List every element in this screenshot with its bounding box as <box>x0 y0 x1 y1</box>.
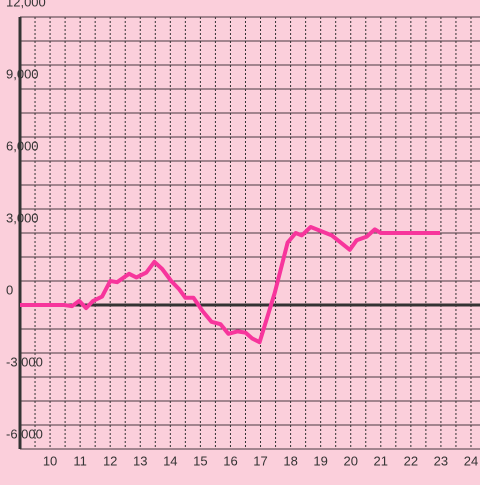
y-tick-label: -3,000 <box>6 354 43 369</box>
x-tick-label: 18 <box>283 453 297 468</box>
y-tick-label: 12,000 <box>6 0 46 9</box>
x-tick-label: 24 <box>464 453 478 468</box>
x-tick-label: 22 <box>404 453 418 468</box>
x-tick-label: 10 <box>43 453 57 468</box>
line <box>20 225 440 345</box>
x-tick-label: 11 <box>73 453 87 468</box>
y-tick-label: -6,000 <box>6 426 43 441</box>
y-tick-label: 3,000 <box>6 210 39 225</box>
x-tick-label: 13 <box>133 453 147 468</box>
x-tick-label: 23 <box>434 453 448 468</box>
x-tick-label: 19 <box>313 453 327 468</box>
x-tick-label: 14 <box>163 453 177 468</box>
x-tick-label: 12 <box>103 453 117 468</box>
y-tick-label: 6,000 <box>6 138 39 153</box>
x-tick-label: 16 <box>223 453 237 468</box>
y-tick-label: 9,000 <box>6 66 39 81</box>
x-tick-label: 21 <box>374 453 388 468</box>
x-tick-label: 17 <box>253 453 267 468</box>
y-tick-label: 0 <box>6 282 13 297</box>
x-tick-label: 15 <box>193 453 207 468</box>
x-tick-label: 20 <box>343 453 357 468</box>
